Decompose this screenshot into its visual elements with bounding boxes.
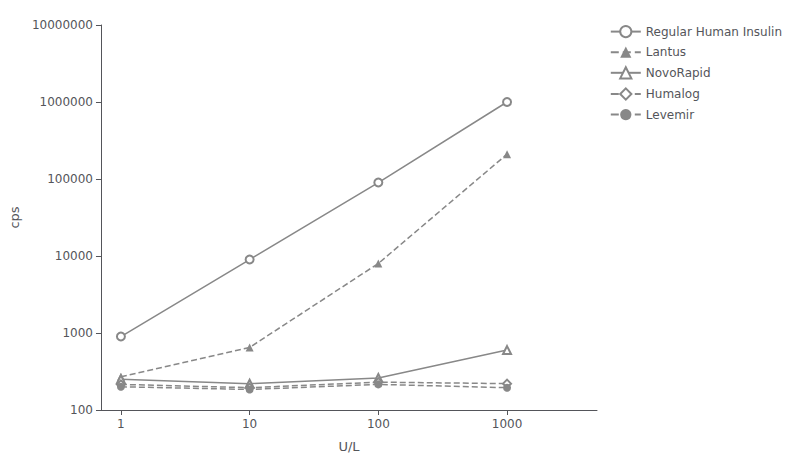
svg-text:1000: 1000 [492, 417, 523, 431]
svg-text:100: 100 [367, 417, 390, 431]
svg-text:U/L: U/L [338, 439, 360, 454]
svg-text:Regular Human Insulin: Regular Human Insulin [646, 25, 782, 39]
svg-text:Humalog: Humalog [646, 87, 700, 101]
svg-text:100000: 100000 [47, 172, 93, 186]
svg-text:10: 10 [242, 417, 257, 431]
svg-text:Levemir: Levemir [646, 108, 694, 122]
svg-text:1000: 1000 [62, 326, 93, 340]
svg-text:1: 1 [117, 417, 125, 431]
svg-text:Lantus: Lantus [646, 45, 686, 59]
svg-text:100: 100 [70, 403, 93, 417]
svg-text:10000: 10000 [55, 249, 93, 263]
svg-text:1000000: 1000000 [40, 95, 93, 109]
svg-text:10000000: 10000000 [32, 18, 93, 32]
svg-text:cps: cps [7, 206, 22, 228]
svg-text:NovoRapid: NovoRapid [646, 66, 711, 80]
